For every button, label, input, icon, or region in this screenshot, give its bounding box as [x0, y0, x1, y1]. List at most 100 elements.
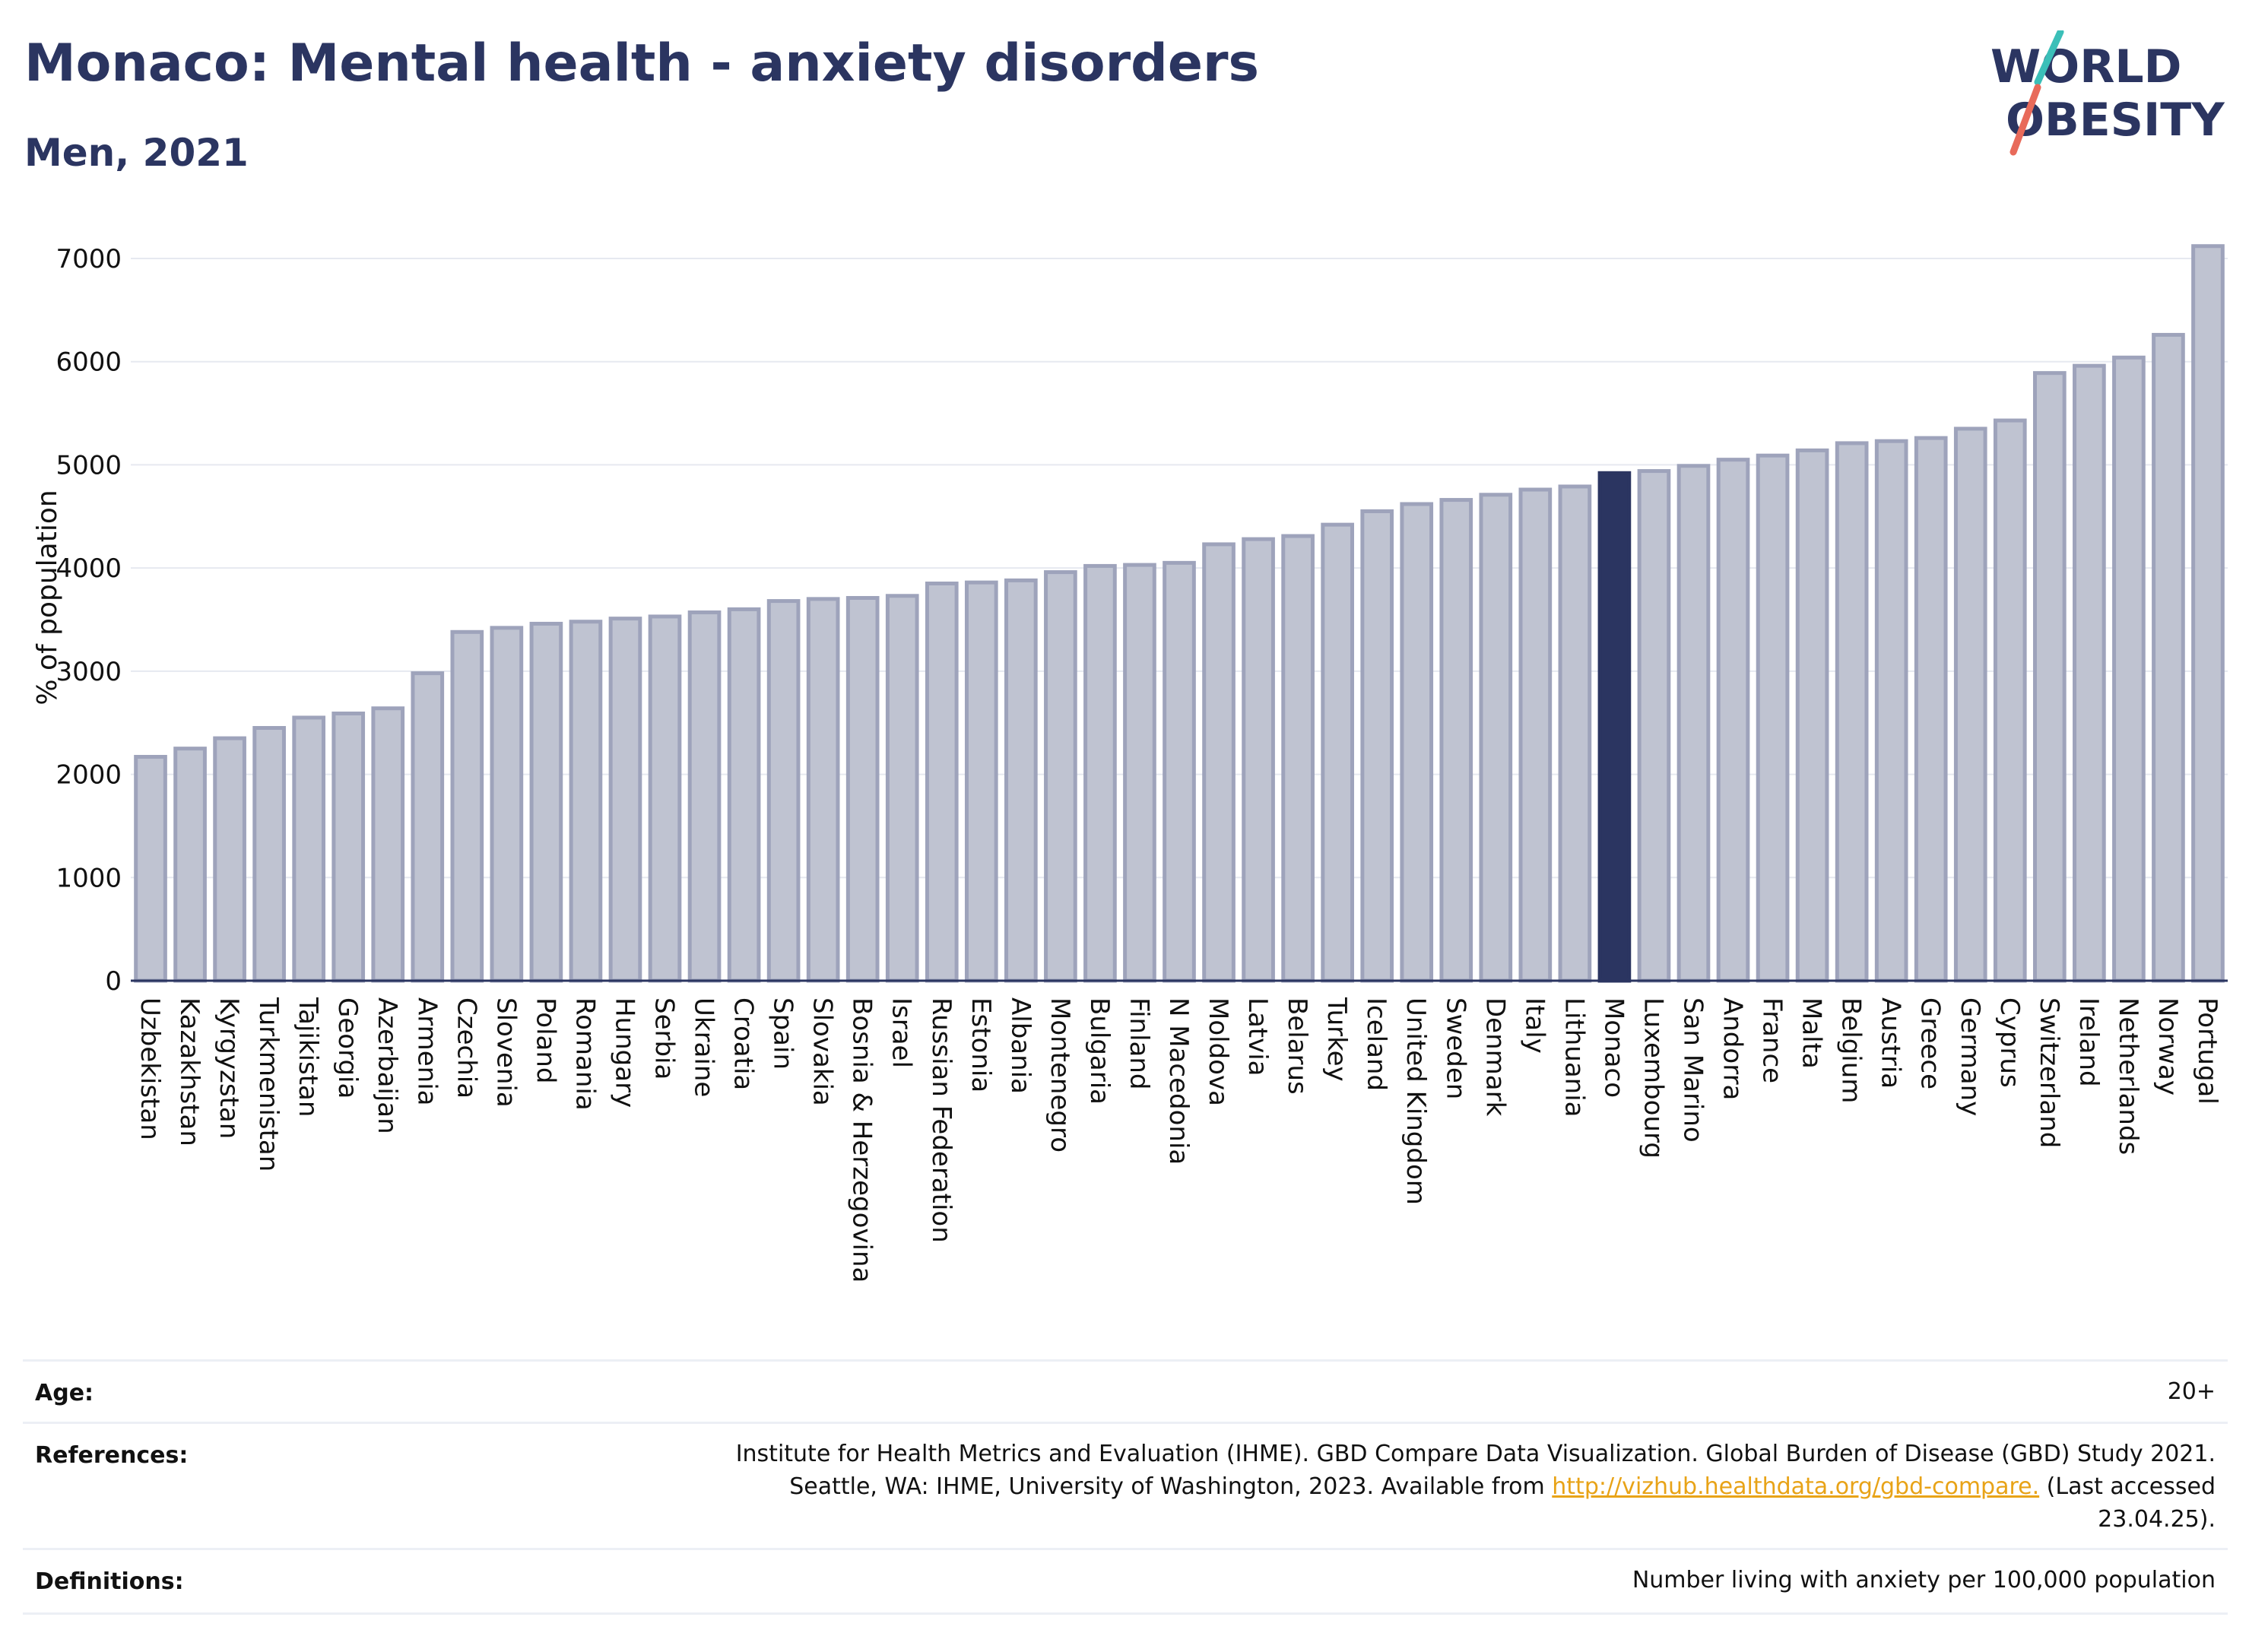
bar-greece	[1914, 436, 1948, 983]
x-tick-label: United Kingdom	[1400, 997, 1431, 1205]
y-tick-label: 2000	[56, 760, 122, 791]
bar-kyrgyzstan	[213, 736, 246, 983]
x-tick-label: Denmark	[1480, 997, 1510, 1117]
x-tick-label: Austria	[1876, 997, 1906, 1089]
bar-malta	[1795, 448, 1829, 983]
y-tick-label: 7000	[56, 244, 122, 274]
x-tick-label: Finland	[1124, 997, 1154, 1090]
bar-poland	[529, 621, 563, 983]
bar-russian-federation	[925, 582, 959, 983]
world-obesity-logo: WORLD OBESITY	[1990, 30, 2225, 156]
info-row-references: References: Institute for Health Metrics…	[23, 1422, 2228, 1550]
references-line2: Seattle, WA: IHME, University of Washing…	[789, 1473, 2216, 1500]
x-tick-label: Poland	[530, 997, 560, 1084]
bar-norway	[2152, 332, 2185, 983]
x-tick-label: Norway	[2152, 997, 2183, 1096]
bar-andorra	[1716, 458, 1750, 983]
bar-serbia	[648, 614, 682, 983]
bar-albania	[1004, 578, 1038, 983]
x-tick-label: Belarus	[1282, 997, 1312, 1095]
age-label: Age:	[35, 1380, 94, 1406]
x-tick-label: Albania	[1005, 997, 1036, 1094]
y-tick-label: 5000	[56, 450, 122, 480]
x-axis-labels: Uzbekistan Kazakhstan Kyrgyzstan Turkmenist…	[135, 997, 2222, 1283]
x-tick-label: Latvia	[1242, 997, 1273, 1076]
x-tick-label: Tajikistan	[293, 997, 323, 1117]
x-tick-label: Turkey	[1321, 997, 1352, 1082]
bar-estonia	[964, 580, 998, 983]
logo-line2: OBESITY	[2006, 94, 2225, 147]
bar-tajikistan	[292, 715, 326, 983]
x-tick-label: Germany	[1955, 997, 1985, 1116]
bar-armenia	[411, 671, 445, 983]
x-tick-label: San Marino	[1677, 997, 1708, 1143]
x-tick-label: Moldova	[1203, 997, 1233, 1106]
y-tick-label: 1000	[56, 863, 122, 893]
x-tick-label: Cyprus	[1994, 997, 2025, 1088]
x-tick-label: Spain	[768, 997, 798, 1070]
bar-croatia	[727, 607, 761, 983]
x-tick-label: Ukraine	[689, 997, 719, 1097]
bar-romania	[569, 620, 603, 983]
x-tick-label: Malta	[1797, 997, 1827, 1069]
bar-sweden	[1439, 498, 1473, 983]
bar-san-marino	[1676, 464, 1711, 983]
x-tick-label: Sweden	[1440, 997, 1470, 1099]
x-tick-label: Israel	[887, 997, 917, 1068]
chart-subtitle: Men, 2021	[24, 131, 249, 175]
bar-netherlands	[2112, 355, 2146, 983]
bar-bulgaria	[1083, 563, 1117, 983]
x-tick-label: Lithuania	[1559, 997, 1589, 1117]
x-tick-label: Kyrgyzstan	[214, 997, 244, 1139]
references-label: References:	[35, 1442, 189, 1469]
x-tick-label: Serbia	[649, 997, 680, 1080]
logo-slash-teal	[2034, 30, 2064, 86]
x-tick-label: Czechia	[451, 997, 481, 1099]
x-tick-label: Uzbekistan	[135, 997, 165, 1140]
bar-austria	[1874, 439, 1908, 983]
bar-belgium	[1835, 441, 1869, 983]
bar-finland	[1123, 563, 1156, 983]
bar-ireland	[2073, 363, 2106, 983]
references-line1: Institute for Health Metrics and Evaluat…	[735, 1441, 2216, 1467]
bar-turkey	[1321, 522, 1354, 983]
bar-switzerland	[2032, 371, 2067, 983]
bar-slovenia	[490, 626, 524, 983]
bar-czechia	[450, 629, 484, 983]
x-tick-label: Montenegro	[1045, 997, 1075, 1153]
x-tick-label: Greece	[1915, 997, 1946, 1089]
y-tick-label: 6000	[56, 347, 122, 378]
bar-ukraine	[687, 610, 722, 983]
y-tick-label: 3000	[56, 657, 122, 687]
bar-azerbaijan	[371, 706, 405, 983]
x-tick-label: Romania	[569, 997, 600, 1111]
x-tick-label: Slovenia	[490, 997, 521, 1108]
x-tick-label: Italy	[1519, 997, 1550, 1054]
references-value: Institute for Health Metrics and Evaluat…	[736, 1438, 2216, 1536]
definitions-value: Number living with anxiety per 100,000 p…	[1632, 1567, 2216, 1593]
x-tick-label: Monaco	[1598, 997, 1629, 1098]
bar-united-kingdom	[1400, 502, 1434, 983]
bar-italy	[1518, 487, 1553, 983]
bars	[134, 244, 2225, 983]
bar-cyprus	[1993, 418, 2027, 983]
x-tick-label: Turkmenistan	[253, 997, 284, 1172]
x-tick-label: Bosnia & Herzegovina	[847, 997, 877, 1283]
references-link[interactable]: http://vizhub.healthdata.org/gbd-compare…	[1552, 1473, 2040, 1500]
x-tick-label: Kazakhstan	[174, 997, 205, 1146]
y-axis-title: % of population	[32, 490, 63, 705]
bar-turkmenistan	[252, 726, 286, 983]
bar-spain	[766, 599, 801, 983]
x-tick-label: Portugal	[2192, 997, 2222, 1105]
bar-slovakia	[806, 597, 840, 983]
x-tick-label: Andorra	[1718, 997, 1748, 1100]
info-row-age: Age: 20+	[23, 1359, 2228, 1424]
x-tick-label: Croatia	[728, 997, 759, 1090]
x-tick-label: Bulgaria	[1084, 997, 1115, 1105]
x-tick-label: Azerbaijan	[372, 997, 402, 1134]
bar-georgia	[331, 712, 366, 983]
bar-iceland	[1360, 509, 1394, 983]
x-tick-label: France	[1757, 997, 1787, 1083]
bar-portugal	[2191, 244, 2225, 983]
bar-latvia	[1242, 537, 1275, 983]
